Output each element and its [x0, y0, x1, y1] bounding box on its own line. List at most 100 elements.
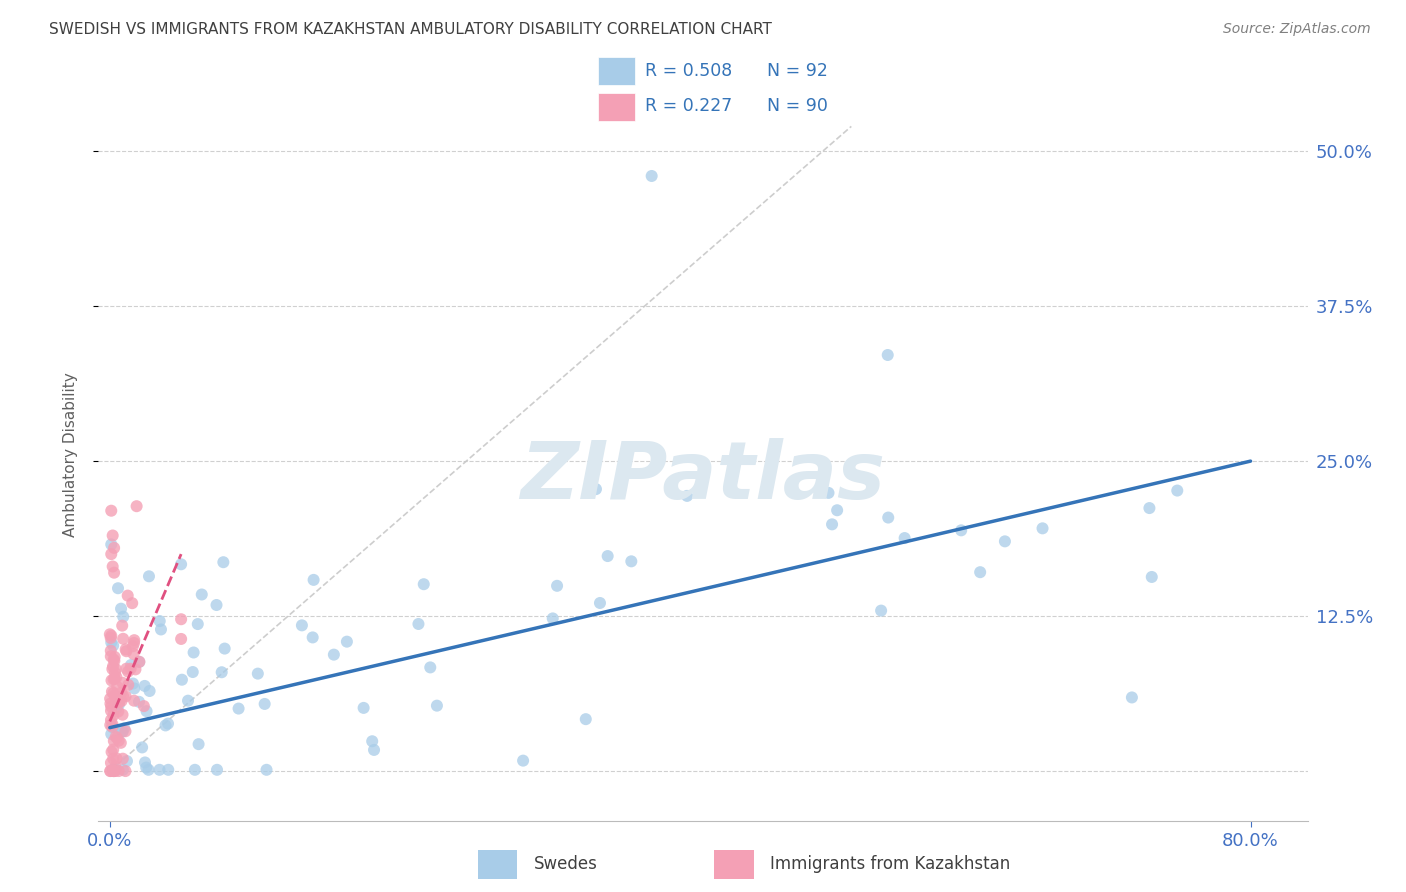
Text: R = 0.508: R = 0.508 — [645, 62, 733, 80]
Point — [122, 633, 145, 648]
Point — [98, 718, 121, 732]
Point — [1121, 690, 1143, 705]
Point — [135, 704, 157, 718]
Point — [100, 745, 122, 759]
Point — [112, 690, 135, 704]
Point — [111, 763, 134, 777]
FancyBboxPatch shape — [478, 850, 517, 879]
Point — [103, 764, 125, 778]
Point — [107, 581, 129, 595]
Point — [101, 720, 124, 734]
Point — [103, 652, 125, 666]
Point — [101, 639, 124, 653]
Point — [101, 720, 124, 734]
Point — [426, 698, 449, 713]
Point — [103, 566, 125, 580]
Text: N = 92: N = 92 — [768, 62, 828, 80]
Point — [114, 690, 136, 704]
Point — [104, 691, 127, 706]
Point — [112, 632, 135, 646]
Point — [120, 662, 142, 676]
Point — [103, 654, 125, 668]
Point — [98, 691, 121, 706]
Point — [1140, 570, 1163, 584]
Point — [205, 763, 228, 777]
Point — [103, 708, 125, 723]
Point — [107, 764, 129, 778]
Point — [585, 482, 607, 496]
Point — [114, 724, 136, 739]
Point — [156, 716, 179, 731]
Point — [1166, 483, 1188, 498]
Point — [114, 642, 136, 657]
Point — [107, 705, 129, 719]
Point — [117, 589, 139, 603]
Point — [131, 740, 153, 755]
Point — [108, 695, 131, 709]
Point — [100, 537, 122, 551]
Point — [112, 721, 135, 735]
FancyBboxPatch shape — [599, 57, 634, 86]
Point — [105, 670, 128, 684]
Point — [98, 627, 121, 641]
Point — [111, 675, 134, 690]
Point — [575, 712, 598, 726]
Point — [117, 678, 139, 692]
Point — [100, 673, 122, 688]
Point — [100, 644, 122, 658]
Point — [98, 764, 121, 778]
Point — [228, 701, 250, 715]
Point — [124, 681, 146, 696]
Point — [101, 684, 124, 698]
Point — [125, 499, 148, 513]
Point — [821, 517, 844, 532]
Point — [253, 697, 276, 711]
Point — [111, 724, 134, 739]
Point — [170, 612, 193, 626]
Point — [149, 614, 172, 628]
Point — [105, 691, 128, 706]
Point — [111, 618, 134, 632]
Point — [108, 698, 131, 712]
Point — [640, 169, 662, 183]
Point — [184, 763, 207, 777]
Point — [104, 760, 127, 774]
Point — [111, 752, 134, 766]
Point — [100, 699, 122, 714]
Point — [100, 649, 122, 664]
Point — [589, 596, 612, 610]
Point — [302, 573, 325, 587]
Point — [301, 631, 323, 645]
Point — [950, 524, 973, 538]
Point — [336, 634, 359, 648]
Point — [122, 694, 145, 708]
Point — [876, 348, 898, 362]
Point — [149, 623, 172, 637]
Point — [134, 679, 156, 693]
Point — [100, 629, 122, 643]
Point — [107, 733, 129, 747]
Point — [246, 666, 269, 681]
Point — [100, 713, 122, 727]
Point — [110, 691, 132, 706]
Point — [115, 662, 138, 676]
Point — [132, 699, 155, 714]
Point — [361, 734, 384, 748]
Point — [111, 724, 134, 739]
Point — [103, 541, 125, 555]
Point — [138, 569, 160, 583]
Point — [103, 764, 125, 778]
Text: Swedes: Swedes — [534, 855, 598, 873]
Point — [101, 717, 124, 731]
Point — [676, 489, 699, 503]
Point — [120, 658, 142, 673]
Point — [100, 727, 122, 741]
Point — [135, 760, 157, 774]
Point — [112, 609, 135, 624]
Point — [187, 737, 209, 751]
Point — [101, 659, 124, 673]
FancyBboxPatch shape — [714, 850, 754, 879]
Point — [124, 662, 146, 676]
Text: N = 90: N = 90 — [768, 97, 828, 115]
Point — [121, 596, 143, 610]
